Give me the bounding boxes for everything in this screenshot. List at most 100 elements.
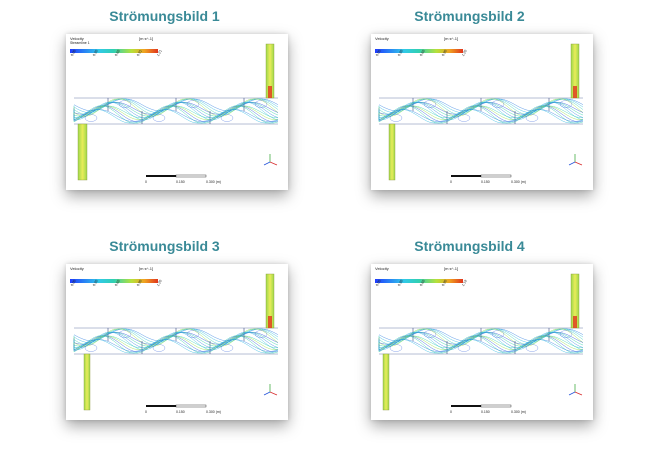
streamline — [378, 339, 584, 354]
panel-4: Strömungsbild 4 Velocity [m s^-1] 0.00 0… — [305, 230, 634, 449]
panel-3: Strömungsbild 3 Velocity [m s^-1] 0.00 0… — [0, 230, 329, 449]
scale-label: 0.150 — [481, 180, 490, 184]
streamline — [73, 101, 279, 117]
vortex — [186, 100, 200, 108]
streamline — [73, 331, 279, 351]
streamline — [73, 105, 279, 122]
streamline — [378, 332, 584, 345]
panel-2: Strömungsbild 2 Velocity [m s^-1] 0.00 0… — [305, 0, 634, 219]
scale-bar — [175, 174, 207, 178]
simulation-image: Velocity [m s^-1] 0.00 0.30 0.60 0.90 1.… — [66, 264, 288, 420]
inlet-pipe — [388, 123, 396, 181]
scale-bar — [480, 404, 512, 408]
flow-plot — [70, 43, 279, 181]
streamline — [73, 105, 279, 124]
outlet-hotspot — [573, 316, 577, 328]
panel-1: Strömungsbild 1 Velocity Streamline 1 [m… — [0, 0, 329, 219]
legend-title: Velocity — [375, 36, 389, 41]
vortex — [491, 100, 505, 108]
streamline — [73, 102, 279, 115]
streamline — [378, 102, 584, 115]
scale-label: 0.150 — [176, 410, 185, 414]
vortex — [152, 344, 166, 352]
streamline — [378, 331, 584, 351]
axis-triad-icon — [568, 384, 583, 396]
streamline — [73, 101, 279, 119]
scale-bar — [146, 405, 176, 407]
legend-colorbar — [70, 279, 158, 283]
vortex — [152, 114, 166, 122]
vortex — [525, 344, 539, 352]
streamline — [73, 339, 279, 352]
inlet-pipe — [77, 123, 88, 181]
streamline — [378, 98, 584, 111]
streamline — [73, 328, 279, 341]
scale-label: 0.150 — [176, 180, 185, 184]
vortex — [118, 330, 132, 338]
legend-unit: [m s^-1] — [139, 36, 154, 41]
legend-title: Velocity — [375, 266, 389, 271]
simulation-image: Velocity [m s^-1] 0.00 0.30 0.60 0.90 1.… — [371, 34, 593, 190]
vortex — [525, 114, 539, 122]
streamline — [378, 331, 584, 347]
outlet-hotspot — [573, 86, 577, 98]
scale-bar — [451, 175, 481, 177]
vortex — [118, 100, 132, 108]
simulation-image: Velocity Streamline 1 [m s^-1] 0.00 0.30… — [66, 34, 288, 190]
streamline — [378, 101, 584, 117]
streamline — [73, 335, 279, 352]
vortex — [559, 100, 573, 108]
streamline — [73, 331, 279, 347]
legend-title: Velocity — [70, 36, 84, 41]
vortex — [559, 330, 573, 338]
scale-label: 0.300 (m) — [511, 410, 526, 414]
legend-subtitle: Streamline 1 — [70, 41, 90, 45]
simulation-image: Velocity [m s^-1] 0.00 0.30 0.60 0.90 1.… — [371, 264, 593, 420]
axis-line — [263, 391, 271, 396]
scale-label: 0 — [450, 180, 452, 184]
streamline — [73, 98, 279, 111]
streamline — [378, 105, 584, 124]
axis-line — [263, 161, 271, 166]
scale-label: 0 — [145, 410, 147, 414]
scale-bar — [480, 174, 512, 178]
streamline — [378, 339, 584, 352]
scale-label: 0 — [450, 410, 452, 414]
axis-triad-icon — [263, 384, 278, 396]
legend-colorbar — [375, 49, 463, 53]
legend-colorbar — [375, 279, 463, 283]
vortex — [457, 114, 471, 122]
streamline — [378, 109, 584, 122]
axis-line — [568, 161, 576, 166]
axis-triad-icon — [568, 154, 583, 166]
flow-plot — [70, 273, 279, 411]
legend-title: Velocity — [70, 266, 84, 271]
legend-unit: [m s^-1] — [139, 266, 154, 271]
streamline — [73, 101, 279, 121]
legend-colorbar — [70, 49, 158, 53]
streamline — [73, 331, 279, 349]
vortex — [84, 114, 98, 122]
legend-unit: [m s^-1] — [444, 266, 459, 271]
streamline — [73, 109, 279, 122]
panel-title: Strömungsbild 3 — [109, 238, 220, 254]
vortex — [389, 114, 403, 122]
axis-line — [574, 161, 583, 166]
vortex — [220, 344, 234, 352]
vortex — [423, 330, 437, 338]
scale-bar — [175, 404, 207, 408]
scale-bar — [146, 175, 176, 177]
streamline — [378, 101, 584, 121]
inlet-pipe — [83, 353, 91, 411]
outlet-hotspot — [268, 316, 272, 328]
streamline — [378, 331, 584, 349]
streamline — [378, 335, 584, 354]
scale-label: 0.300 (m) — [206, 410, 221, 414]
vortex — [491, 330, 505, 338]
streamline — [378, 101, 584, 119]
vortex — [254, 330, 268, 338]
flow-plot — [375, 273, 584, 411]
streamline — [378, 105, 584, 122]
vortex — [186, 330, 200, 338]
scale-label: 0.150 — [481, 410, 490, 414]
